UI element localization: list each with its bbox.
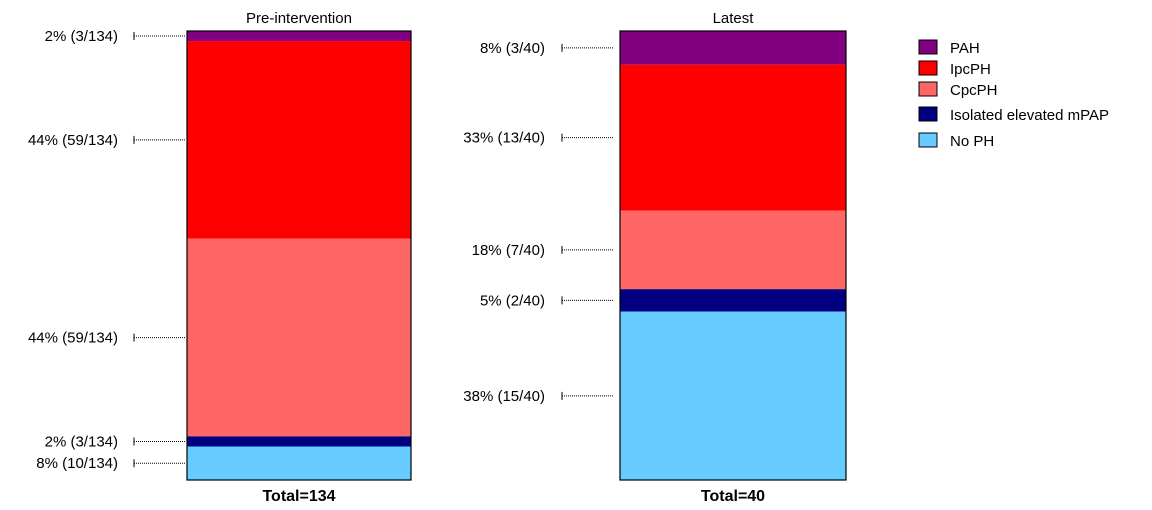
bar-title-pre: Pre-intervention — [246, 10, 352, 27]
leader-pre-isolated-elevated-mpap — [133, 437, 186, 446]
data-label-pre-pah: 2% (3/134) — [45, 28, 118, 45]
legend-swatch-pah — [918, 39, 938, 55]
segment-pre-isolated-elevated-mpap — [187, 436, 411, 447]
legend-label-no-ph: No PH — [950, 133, 994, 150]
total-label-latest: Total=40 — [701, 488, 765, 505]
segment-latest-cpcph — [620, 210, 846, 290]
bar-outline-latest — [619, 30, 847, 481]
data-label-latest-pah: 8% (3/40) — [480, 40, 545, 57]
legend-label-ipcph: IpcPH — [950, 61, 991, 78]
legend-label-pah: PAH — [950, 40, 980, 57]
leader-pre-pah — [133, 32, 186, 41]
segment-latest-ipcph — [620, 64, 846, 211]
leader-latest-isolated-elevated-mpap — [561, 296, 614, 305]
leader-latest-pah — [561, 43, 614, 52]
legend-swatch-ipcph — [918, 60, 938, 76]
bar-title-latest: Latest — [713, 10, 755, 27]
leader-latest-cpcph — [561, 245, 614, 254]
data-label-pre-cpcph: 44% (59/134) — [28, 330, 118, 347]
data-label-pre-isolated-elevated-mpap: 2% (3/134) — [45, 433, 118, 450]
total-label-pre: Total=134 — [262, 488, 335, 505]
leader-pre-cpcph — [133, 333, 186, 342]
data-label-latest-cpcph: 18% (7/40) — [472, 242, 545, 259]
data-label-latest-no-ph: 38% (15/40) — [463, 388, 545, 405]
data-label-pre-ipcph: 44% (59/134) — [28, 132, 118, 149]
legend-swatch-no-ph — [918, 132, 938, 148]
leader-latest-ipcph — [561, 133, 614, 142]
segment-pre-cpcph — [187, 238, 411, 437]
legend-swatch-isolated-elevated-mpap — [918, 106, 938, 122]
segment-pre-ipcph — [187, 41, 411, 239]
legend-label-cpcph: CpcPH — [950, 82, 998, 99]
data-label-latest-isolated-elevated-mpap: 5% (2/40) — [480, 292, 545, 309]
leader-latest-no-ph — [561, 391, 614, 400]
data-label-latest-ipcph: 33% (13/40) — [463, 130, 545, 147]
leader-pre-ipcph — [133, 135, 186, 144]
leader-pre-no-ph — [133, 459, 186, 468]
segment-pre-pah — [187, 31, 411, 42]
segment-pre-no-ph — [187, 446, 411, 480]
segment-latest-isolated-elevated-mpap — [620, 289, 846, 312]
bar-outline-pre — [186, 30, 412, 481]
legend-swatch-cpcph — [918, 81, 938, 97]
data-label-pre-no-ph: 8% (10/134) — [36, 455, 118, 472]
segment-latest-no-ph — [620, 311, 846, 480]
segment-latest-pah — [620, 31, 846, 65]
legend-label-isolated-elevated-mpap: Isolated elevated mPAP — [950, 107, 1109, 124]
